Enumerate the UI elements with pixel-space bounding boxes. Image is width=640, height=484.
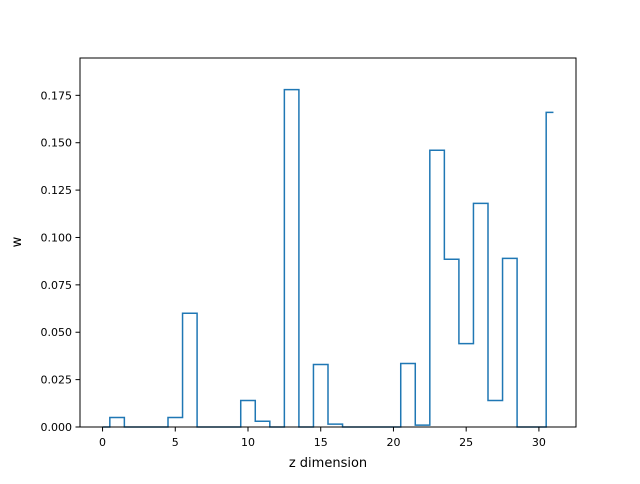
x-tick-label: 0 <box>99 436 106 449</box>
x-axis-label: z dimension <box>289 456 367 471</box>
y-tick-label: 0.025 <box>41 374 73 387</box>
y-tick-label: 0.075 <box>41 279 73 292</box>
x-tick-label: 10 <box>241 436 255 449</box>
y-tick-label: 0.150 <box>41 137 73 150</box>
x-tick-label: 30 <box>532 436 546 449</box>
y-tick-label: 0.100 <box>41 231 73 244</box>
x-tick-label: 25 <box>459 436 473 449</box>
x-tick-label: 20 <box>386 436 400 449</box>
x-tick-label: 5 <box>172 436 179 449</box>
axes-frame <box>79 57 577 428</box>
axes: 0 5 10 15 20 25 30 0.000 0.025 0.050 0.075 0.100 0.1… <box>41 57 577 449</box>
y-tick-label: 0.175 <box>41 89 73 102</box>
plot-area <box>102 88 554 428</box>
x-tick-label: 15 <box>314 436 328 449</box>
step-series-line-0 <box>102 88 554 428</box>
y-tick-label: 0.125 <box>41 184 73 197</box>
y-axis-label: w <box>10 236 25 247</box>
y-tick-label: 0.000 <box>41 421 73 434</box>
y-tick-label: 0.050 <box>41 326 73 339</box>
